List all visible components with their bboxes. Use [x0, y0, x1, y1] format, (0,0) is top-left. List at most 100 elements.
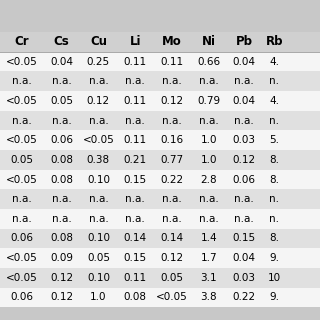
Text: 0.05: 0.05	[161, 273, 183, 283]
Text: 0.15: 0.15	[124, 253, 147, 263]
Text: 9.: 9.	[269, 253, 279, 263]
Text: 0.11: 0.11	[124, 96, 147, 106]
Text: <0.05: <0.05	[83, 135, 114, 145]
Text: <0.05: <0.05	[6, 273, 37, 283]
Text: n.a.: n.a.	[52, 194, 71, 204]
Text: 0.03: 0.03	[233, 273, 255, 283]
Text: 0.08: 0.08	[50, 174, 73, 185]
Text: Mo: Mo	[162, 36, 182, 48]
Text: 0.05: 0.05	[50, 96, 73, 106]
Text: 0.15: 0.15	[232, 234, 256, 244]
Text: n.: n.	[269, 116, 279, 125]
Text: Pb: Pb	[236, 36, 252, 48]
Bar	[0, 268, 320, 288]
Text: 0.09: 0.09	[50, 253, 73, 263]
Bar	[0, 170, 320, 189]
Text: n.a.: n.a.	[125, 194, 145, 204]
Text: 0.12: 0.12	[50, 292, 73, 302]
Text: Ni: Ni	[202, 36, 216, 48]
Text: n.a.: n.a.	[12, 116, 31, 125]
Text: n.a.: n.a.	[199, 76, 219, 86]
Text: 0.11: 0.11	[124, 57, 147, 67]
Text: 0.11: 0.11	[124, 273, 147, 283]
Text: 0.03: 0.03	[233, 135, 255, 145]
Text: 0.05: 0.05	[10, 155, 33, 165]
Text: 0.22: 0.22	[160, 174, 184, 185]
Text: n.: n.	[269, 214, 279, 224]
Bar	[0, 52, 320, 71]
Text: n.a.: n.a.	[12, 76, 31, 86]
Text: 0.14: 0.14	[160, 234, 184, 244]
Text: 10: 10	[268, 273, 281, 283]
Text: 0.04: 0.04	[50, 57, 73, 67]
Text: 5.: 5.	[269, 135, 279, 145]
Text: <0.05: <0.05	[156, 292, 188, 302]
Text: Cu: Cu	[90, 36, 107, 48]
Bar	[0, 111, 320, 130]
Text: n.a.: n.a.	[52, 76, 71, 86]
Text: 0.79: 0.79	[197, 96, 220, 106]
Text: n.a.: n.a.	[162, 214, 182, 224]
Text: 1.7: 1.7	[201, 253, 217, 263]
Text: n.a.: n.a.	[89, 194, 108, 204]
Text: 0.77: 0.77	[160, 155, 184, 165]
Text: 0.12: 0.12	[50, 273, 73, 283]
Text: 0.38: 0.38	[87, 155, 110, 165]
Text: 0.16: 0.16	[160, 135, 184, 145]
Text: <0.05: <0.05	[6, 253, 37, 263]
Text: 0.04: 0.04	[233, 253, 255, 263]
Text: 0.12: 0.12	[160, 96, 184, 106]
Bar	[0, 130, 320, 150]
Text: 9.: 9.	[269, 292, 279, 302]
Text: n.a.: n.a.	[234, 116, 254, 125]
Text: 8.: 8.	[269, 174, 279, 185]
Text: 0.06: 0.06	[10, 292, 33, 302]
Text: 0.10: 0.10	[87, 234, 110, 244]
Text: n.a.: n.a.	[125, 214, 145, 224]
Text: 0.11: 0.11	[160, 57, 184, 67]
Text: <0.05: <0.05	[6, 57, 37, 67]
Text: n.a.: n.a.	[89, 214, 108, 224]
Text: n.a.: n.a.	[234, 214, 254, 224]
Bar	[0, 71, 320, 91]
Text: n.a.: n.a.	[125, 76, 145, 86]
Text: 0.25: 0.25	[87, 57, 110, 67]
Text: n.a.: n.a.	[199, 194, 219, 204]
Text: 0.10: 0.10	[87, 174, 110, 185]
Text: 0.12: 0.12	[232, 155, 256, 165]
Text: <0.05: <0.05	[6, 135, 37, 145]
Bar	[0, 288, 320, 307]
Text: 0.06: 0.06	[233, 174, 255, 185]
Text: 0.11: 0.11	[124, 135, 147, 145]
Text: 0.66: 0.66	[197, 57, 220, 67]
Text: 0.15: 0.15	[124, 174, 147, 185]
Text: n.a.: n.a.	[12, 214, 31, 224]
Bar	[0, 209, 320, 228]
Text: 0.12: 0.12	[160, 253, 184, 263]
Text: Cs: Cs	[54, 36, 69, 48]
Text: 0.08: 0.08	[50, 234, 73, 244]
Text: n.a.: n.a.	[89, 116, 108, 125]
Text: n.a.: n.a.	[12, 194, 31, 204]
Bar	[0, 32, 320, 52]
Text: 3.1: 3.1	[201, 273, 217, 283]
Text: 0.04: 0.04	[233, 96, 255, 106]
Text: 0.08: 0.08	[50, 155, 73, 165]
Text: n.a.: n.a.	[234, 76, 254, 86]
Bar	[0, 150, 320, 170]
Text: 0.06: 0.06	[10, 234, 33, 244]
Text: Rb: Rb	[266, 36, 283, 48]
Text: n.: n.	[269, 76, 279, 86]
Bar	[0, 91, 320, 111]
Bar	[0, 228, 320, 248]
Text: n.a.: n.a.	[52, 116, 71, 125]
Text: <0.05: <0.05	[6, 96, 37, 106]
Text: 1.0: 1.0	[201, 135, 217, 145]
Text: n.a.: n.a.	[89, 76, 108, 86]
Text: 2.8: 2.8	[201, 174, 217, 185]
Text: 8.: 8.	[269, 234, 279, 244]
Text: 0.04: 0.04	[233, 57, 255, 67]
Text: 1.0: 1.0	[201, 155, 217, 165]
Text: <0.05: <0.05	[6, 174, 37, 185]
Text: 0.14: 0.14	[124, 234, 147, 244]
